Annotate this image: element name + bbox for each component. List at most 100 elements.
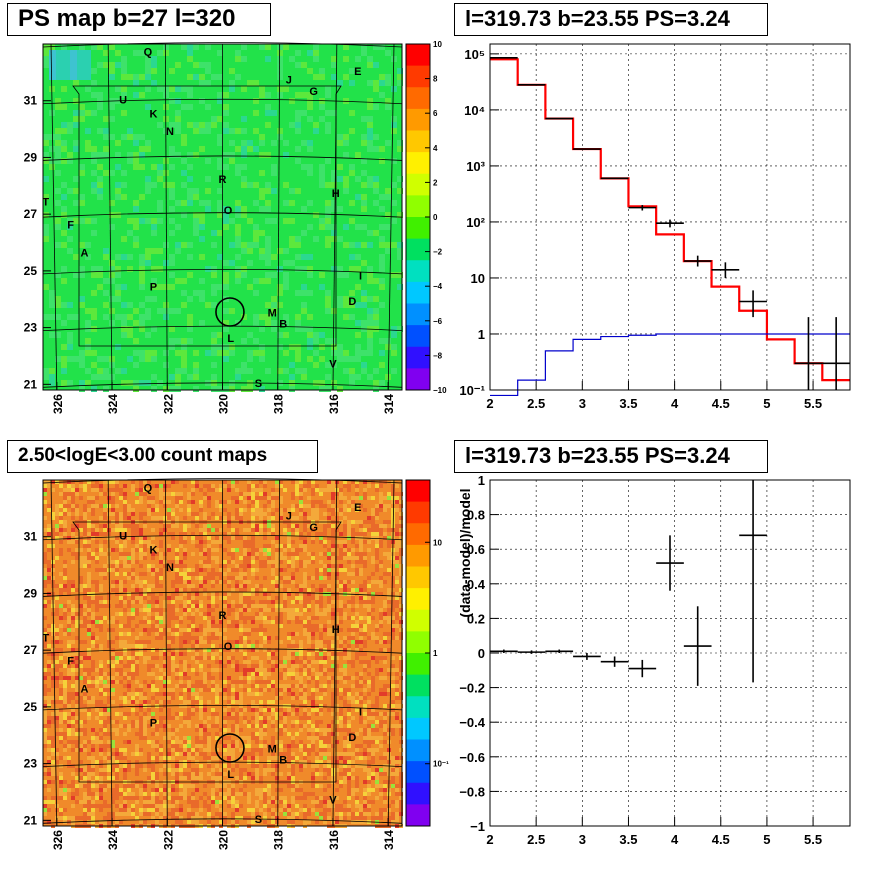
map-pixel bbox=[75, 676, 79, 680]
map-pixel bbox=[319, 760, 323, 764]
map-pixel bbox=[127, 516, 131, 520]
map-pixel bbox=[307, 68, 313, 74]
map-pixel bbox=[171, 560, 175, 564]
map-pixel bbox=[91, 700, 95, 704]
map-pixel bbox=[399, 536, 403, 540]
map-pixel bbox=[355, 152, 361, 158]
map-pixel bbox=[301, 140, 307, 146]
map-pixel bbox=[295, 644, 299, 648]
map-pixel bbox=[217, 140, 223, 146]
map-pixel bbox=[319, 740, 323, 744]
map-pixel bbox=[267, 636, 271, 640]
map-pixel bbox=[215, 736, 219, 740]
map-pixel bbox=[327, 652, 331, 656]
map-pixel bbox=[55, 676, 59, 680]
map-pixel bbox=[99, 768, 103, 772]
map-pixel bbox=[351, 572, 355, 576]
map-pixel bbox=[247, 608, 251, 612]
map-pixel bbox=[379, 338, 385, 344]
map-pixel bbox=[259, 616, 263, 620]
map-pixel bbox=[151, 356, 157, 362]
map-pixel bbox=[147, 612, 151, 616]
map-pixel bbox=[343, 760, 347, 764]
map-pixel bbox=[319, 284, 325, 290]
map-pixel bbox=[91, 508, 95, 512]
map-pixel bbox=[243, 508, 247, 512]
map-pixel bbox=[373, 320, 379, 326]
map-pixel bbox=[283, 664, 287, 668]
map-pixel bbox=[175, 374, 181, 380]
map-pixel bbox=[203, 728, 207, 732]
map-pixel bbox=[255, 484, 259, 488]
map-pixel bbox=[67, 492, 71, 496]
map-pixel bbox=[227, 536, 231, 540]
map-pixel bbox=[63, 744, 67, 748]
map-pixel bbox=[199, 560, 203, 564]
map-pixel bbox=[179, 564, 183, 568]
map-pixel bbox=[107, 720, 111, 724]
map-pixel bbox=[133, 308, 139, 314]
map-pixel bbox=[307, 720, 311, 724]
map-pixel bbox=[373, 296, 379, 302]
map-pixel bbox=[371, 632, 375, 636]
map-pixel bbox=[327, 676, 331, 680]
map-pixel bbox=[135, 724, 139, 728]
map-pixel bbox=[63, 560, 67, 564]
map-pixel bbox=[265, 320, 271, 326]
map-pixel bbox=[87, 672, 91, 676]
map-pixel bbox=[127, 158, 133, 164]
map-pixel bbox=[205, 62, 211, 68]
map-pixel bbox=[175, 338, 181, 344]
map-pixel bbox=[151, 278, 157, 284]
map-pixel bbox=[51, 516, 55, 520]
map-pixel bbox=[337, 134, 343, 140]
map-pixel bbox=[51, 768, 55, 772]
map-pixel bbox=[151, 656, 155, 660]
map-pixel bbox=[383, 572, 387, 576]
map-pixel bbox=[241, 182, 247, 188]
map-pixel bbox=[109, 74, 115, 80]
map-pixel bbox=[347, 500, 351, 504]
map-pixel bbox=[397, 284, 403, 290]
map-pixel bbox=[283, 676, 287, 680]
map-pixel bbox=[199, 684, 203, 688]
map-pixel bbox=[211, 648, 215, 652]
map-pixel bbox=[349, 356, 355, 362]
map-pixel bbox=[253, 314, 259, 320]
map-pixel bbox=[291, 760, 295, 764]
map-pixel bbox=[109, 224, 115, 230]
map-pixel bbox=[215, 688, 219, 692]
map-pixel bbox=[203, 528, 207, 532]
map-pixel bbox=[367, 104, 373, 110]
map-pixel bbox=[243, 716, 247, 720]
map-pixel bbox=[243, 680, 247, 684]
map-pixel bbox=[51, 648, 55, 652]
map-pixel bbox=[395, 688, 399, 692]
map-pixel bbox=[131, 512, 135, 516]
map-pixel bbox=[115, 652, 119, 656]
map-pixel bbox=[253, 290, 259, 296]
map-pixel bbox=[355, 356, 361, 362]
map-pixel bbox=[217, 230, 223, 236]
map-pixel bbox=[115, 290, 121, 296]
map-pixel bbox=[87, 540, 91, 544]
map-pixel bbox=[343, 728, 347, 732]
map-pixel bbox=[255, 512, 259, 516]
map-pixel bbox=[121, 254, 127, 260]
map-pixel bbox=[107, 640, 111, 644]
map-pixel bbox=[287, 748, 291, 752]
map-pixel bbox=[49, 314, 55, 320]
map-pixel bbox=[271, 660, 275, 664]
map-pixel bbox=[391, 272, 397, 278]
map-pixel bbox=[295, 632, 299, 636]
map-pixel bbox=[91, 616, 95, 620]
map-pixel bbox=[347, 732, 351, 736]
map-pixel bbox=[263, 608, 267, 612]
map-pixel bbox=[363, 696, 367, 700]
map-pixel bbox=[139, 278, 145, 284]
map-pixel bbox=[391, 624, 395, 628]
map-pixel bbox=[229, 308, 235, 314]
map-pixel bbox=[171, 480, 175, 484]
map-pixel bbox=[143, 556, 147, 560]
map-pixel bbox=[151, 724, 155, 728]
